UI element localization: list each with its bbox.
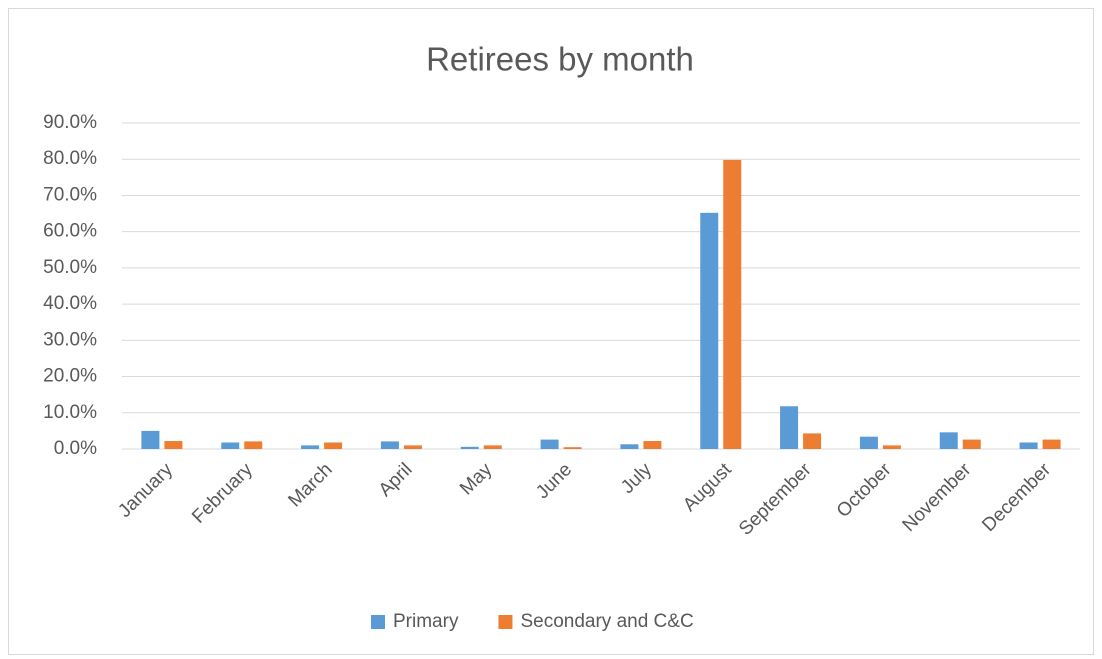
legend-label: Primary bbox=[393, 611, 459, 632]
bar bbox=[141, 430, 160, 449]
bar bbox=[403, 445, 422, 449]
y-tick-label: 40.0% bbox=[43, 293, 97, 314]
bar bbox=[324, 442, 343, 449]
y-tick-label: 30.0% bbox=[43, 329, 97, 350]
chart-border bbox=[8, 8, 1094, 655]
y-tick-label: 0.0% bbox=[54, 438, 97, 459]
y-tick-label: 70.0% bbox=[43, 184, 97, 205]
chart-title: Retirees by month bbox=[426, 41, 694, 78]
legend-swatch bbox=[498, 615, 513, 629]
y-tick-label: 80.0% bbox=[43, 148, 97, 169]
bar bbox=[164, 441, 183, 449]
bar bbox=[643, 441, 662, 449]
bar bbox=[700, 212, 719, 449]
legend-swatch bbox=[371, 615, 385, 629]
bar bbox=[563, 447, 582, 449]
y-tick-label: 10.0% bbox=[43, 402, 97, 423]
bar bbox=[540, 439, 559, 449]
bar bbox=[803, 433, 822, 449]
y-tick-label: 20.0% bbox=[43, 366, 97, 387]
bar bbox=[780, 406, 799, 449]
bar bbox=[221, 442, 240, 449]
bar bbox=[1042, 439, 1061, 449]
bar bbox=[882, 445, 901, 449]
bar bbox=[723, 159, 742, 450]
bar bbox=[244, 441, 263, 449]
bar bbox=[939, 432, 958, 449]
y-tick-label: 50.0% bbox=[43, 257, 97, 278]
bar bbox=[460, 446, 479, 449]
bar bbox=[962, 439, 981, 449]
bar bbox=[483, 445, 502, 449]
y-tick-label: 90.0% bbox=[43, 112, 97, 133]
bar bbox=[380, 441, 399, 449]
legend-label: Secondary and C&C bbox=[520, 611, 693, 632]
bar bbox=[301, 445, 320, 449]
bar bbox=[1019, 442, 1038, 449]
bar bbox=[620, 444, 639, 449]
y-tick-label: 60.0% bbox=[43, 221, 97, 242]
bar bbox=[859, 436, 878, 449]
